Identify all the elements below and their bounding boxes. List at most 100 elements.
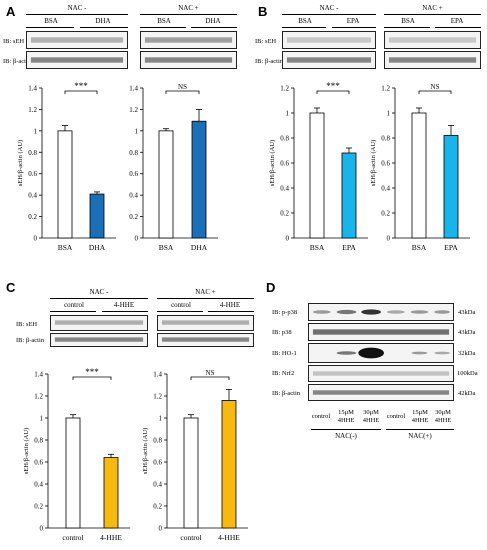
x-tick-label: 4-HHE <box>100 533 122 542</box>
blot-a-left-actin <box>26 51 128 69</box>
y-tick-label: 1.2 <box>381 85 390 93</box>
blot-b-right-seh <box>384 31 481 49</box>
blot-b-right-group-1: BSA <box>401 17 415 25</box>
y-tick-label: 0 <box>34 235 38 243</box>
chart-c-left: 0 0.2 0.4 0.6 0.8 1 1.2 1.4 sEH/β-actin (AU) cont… <box>23 367 130 542</box>
y-axis-label: sEH/β-actin (AU) <box>269 140 276 186</box>
blot-bands <box>388 57 477 63</box>
x-tick-label: BSA <box>412 243 427 252</box>
bar-4-hhe <box>103 457 119 529</box>
blot-b-right-title-line <box>384 14 481 15</box>
blot-d-ho1 <box>308 343 454 363</box>
lane-2-label-2: 4HHE <box>337 417 355 424</box>
lane-5-label-1: 15μM <box>412 409 428 416</box>
y-tick-label: 1.2 <box>34 393 43 401</box>
y-tick-label: 0.4 <box>280 185 289 193</box>
x-tick-label: DHA <box>89 243 106 252</box>
chart-b-left: 0 0.2 0.4 0.6 0.8 1 1.2 sEH/β-actin (AU) BSA EPA *… <box>269 81 368 252</box>
blot-a-left-group-1-line <box>26 27 74 28</box>
y-tick-label: 0 <box>159 525 163 533</box>
chart-a-left: 0 0.2 0.4 0.6 0.8 1 1.2 1.4 sEH/β-actin (AU) BSA D… <box>17 81 116 252</box>
bar-bsa <box>158 130 174 239</box>
blot-a-right-group-2: DHA <box>205 17 221 25</box>
significance-bracket <box>316 90 350 94</box>
y-axis-label: sEH/β-actin (AU) <box>370 140 377 186</box>
y-tick-label: 0.6 <box>34 459 43 467</box>
blot-d-row-label-3: IB: HO-1 <box>272 350 297 357</box>
y-tick-label: 0 <box>286 235 290 243</box>
blot-c-left-actin <box>50 333 148 347</box>
y-tick-label: 0.8 <box>153 437 162 445</box>
y-tick-label: 0.2 <box>381 210 390 218</box>
blot-b-right-actin <box>384 51 481 69</box>
x-tick-label: control <box>62 533 83 542</box>
blot-c-right-title-line <box>157 298 254 299</box>
blot-a-right-group-2-line <box>191 27 237 28</box>
y-tick-label: 0.8 <box>280 135 289 143</box>
blot-a-right-actin <box>140 51 237 69</box>
y-tick-label: 0 <box>40 525 44 533</box>
blot-a-row-seh-label: IB: sEH <box>3 38 25 45</box>
blot-c-right-group-2: 4-HHE <box>219 301 241 309</box>
blot-b-left-seh <box>282 31 376 49</box>
panel-letter-d: D <box>266 280 276 295</box>
x-tick-label: EPA <box>444 243 458 252</box>
blot-c-right-group-2-line <box>208 311 254 312</box>
significance-label: *** <box>74 81 88 91</box>
lane-3-label-2: 4HHE <box>362 417 380 424</box>
blot-b-row-actin-label: IB: β-actin <box>255 58 284 65</box>
blot-a-right-group-1: BSA <box>157 17 171 25</box>
bar-bsa <box>57 130 73 239</box>
y-tick-label: 1 <box>40 415 44 423</box>
significance-bracket <box>64 90 98 94</box>
blot-c-row-actin-label: IB: β-actin <box>16 337 45 344</box>
y-tick-label: 0.6 <box>153 459 162 467</box>
blot-d-row-label-1: IB: p-p38 <box>272 309 298 316</box>
y-axis-label: sEH/β-actin (AU) <box>142 428 149 474</box>
blot-d-p38 <box>308 323 454 341</box>
blot-a-left-title-line <box>26 14 128 15</box>
blot-b-left-group-2-line <box>332 27 376 28</box>
significance-bracket <box>190 376 230 380</box>
y-tick-label: 0.4 <box>129 192 138 200</box>
blot-d-size-2: 43kDa <box>458 329 476 336</box>
blot-d-row-label-4: IB: Nrf2 <box>272 370 295 377</box>
panel-letter-b: B <box>258 4 268 19</box>
blot-c-left-group-2: 4-HHE <box>113 301 135 309</box>
lane-4-label: control <box>386 413 406 420</box>
y-tick-label: 0.2 <box>280 210 289 218</box>
y-axis-label: sEH/β-actin (AU) <box>17 140 24 186</box>
significance-bracket <box>418 90 452 94</box>
blot-bands <box>312 329 450 335</box>
y-tick-label: 0.4 <box>34 481 43 489</box>
blot-c-left-title: NAC - <box>89 288 109 296</box>
blot-bands <box>161 337 250 342</box>
blot-c-row-seh-label: IB: sEH <box>16 321 38 328</box>
blot-c-right-title: NAC + <box>195 288 216 296</box>
blot-b-left-group-1-line <box>282 27 326 28</box>
chart-c-right: 0 0.2 0.4 0.6 0.8 1 1.2 1.4 sEH/β-actin (AU) cont… <box>142 369 248 542</box>
blot-bands <box>144 57 233 63</box>
blot-c-left-group-1: control <box>64 301 84 309</box>
blot-c-right-group-1: control <box>171 301 191 309</box>
blot-b-left-group-2: EPA <box>346 17 360 25</box>
blot-b-right-group-2: EPA <box>450 17 464 25</box>
blot-bands <box>336 347 451 359</box>
blot-d-actin <box>308 384 454 401</box>
blot-d-size-5: 42kDa <box>458 390 476 397</box>
y-tick-label: 0.6 <box>28 170 37 178</box>
lane-2-label-1: 15μM <box>338 409 354 416</box>
bar-4-hhe <box>221 400 237 529</box>
blot-d-size-3: 32kDa <box>458 350 476 357</box>
y-tick-label: 0 <box>387 235 391 243</box>
panel-letter-c: C <box>6 280 16 295</box>
blot-c-right-seh <box>157 315 254 331</box>
y-tick-label: 0.4 <box>28 192 37 200</box>
blot-a-row-actin-label: IB: β-actin <box>3 58 32 65</box>
blot-bands <box>144 37 233 43</box>
group-nac-plus-label: NAC(+) <box>408 432 432 440</box>
y-tick-label: 1 <box>286 110 290 118</box>
x-tick-label: control <box>180 533 201 542</box>
blot-a-left-title: NAC - <box>67 4 87 12</box>
y-tick-label: 1 <box>34 127 38 135</box>
